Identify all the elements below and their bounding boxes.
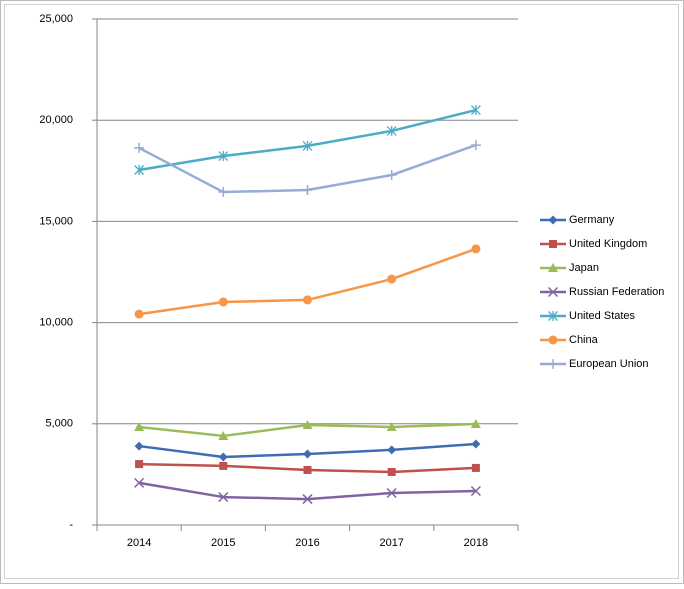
y-tick-label: 25,000 xyxy=(39,13,73,25)
data-point xyxy=(303,449,312,459)
data-point xyxy=(302,185,313,196)
data-point xyxy=(135,460,144,469)
data-point xyxy=(218,297,228,307)
data-point xyxy=(303,465,312,474)
data-point xyxy=(470,140,481,151)
x-tick-label: 2018 xyxy=(464,537,488,549)
data-point xyxy=(302,140,313,151)
legend-label: European Union xyxy=(569,358,649,370)
data-point xyxy=(386,125,397,136)
x-tick-label: 2014 xyxy=(127,537,151,549)
data-point xyxy=(218,430,229,440)
y-tick-label: 5,000 xyxy=(45,418,73,430)
legend-label: China xyxy=(569,334,599,346)
data-point xyxy=(387,467,396,476)
y-tick-label: 20,000 xyxy=(39,114,73,126)
data-point xyxy=(387,445,397,455)
data-point xyxy=(134,441,144,451)
data-point xyxy=(218,151,229,162)
y-tick-label: 10,000 xyxy=(39,317,73,329)
data-point xyxy=(134,164,145,175)
data-point xyxy=(218,492,229,503)
data-point xyxy=(470,105,481,116)
data-point xyxy=(386,487,397,499)
data-point xyxy=(386,170,397,181)
x-tick-label: 2017 xyxy=(379,537,403,549)
legend-marker xyxy=(548,263,558,272)
legend-marker xyxy=(548,335,558,345)
legend-marker xyxy=(547,286,559,298)
data-point xyxy=(386,422,397,432)
x-tick-label: 2015 xyxy=(211,537,235,549)
x-tick-label: 2016 xyxy=(295,537,319,549)
data-point xyxy=(134,142,145,153)
data-point xyxy=(134,422,145,432)
data-point xyxy=(471,463,480,472)
legend-label: Japan xyxy=(569,262,599,274)
legend-label: Russian Federation xyxy=(569,286,664,298)
data-point xyxy=(470,485,481,497)
legend-marker xyxy=(548,311,558,321)
data-point xyxy=(471,439,481,449)
legend-label: United Kingdom xyxy=(569,238,647,250)
legend-label: Germany xyxy=(569,214,615,226)
data-point xyxy=(219,461,228,470)
legend-marker xyxy=(549,240,557,248)
data-point xyxy=(302,494,313,505)
y-tick-label: - xyxy=(69,519,73,531)
legend-label: United States xyxy=(569,310,636,322)
data-point xyxy=(134,309,144,319)
legend-marker xyxy=(548,359,558,369)
legend-marker xyxy=(548,215,558,225)
data-point xyxy=(471,244,481,254)
data-point xyxy=(134,477,145,488)
data-point xyxy=(387,274,397,284)
y-tick-label: 15,000 xyxy=(39,215,73,227)
data-point xyxy=(303,295,312,305)
data-point xyxy=(218,187,229,198)
data-point xyxy=(302,420,313,430)
data-point xyxy=(470,419,481,429)
data-point xyxy=(218,452,228,462)
